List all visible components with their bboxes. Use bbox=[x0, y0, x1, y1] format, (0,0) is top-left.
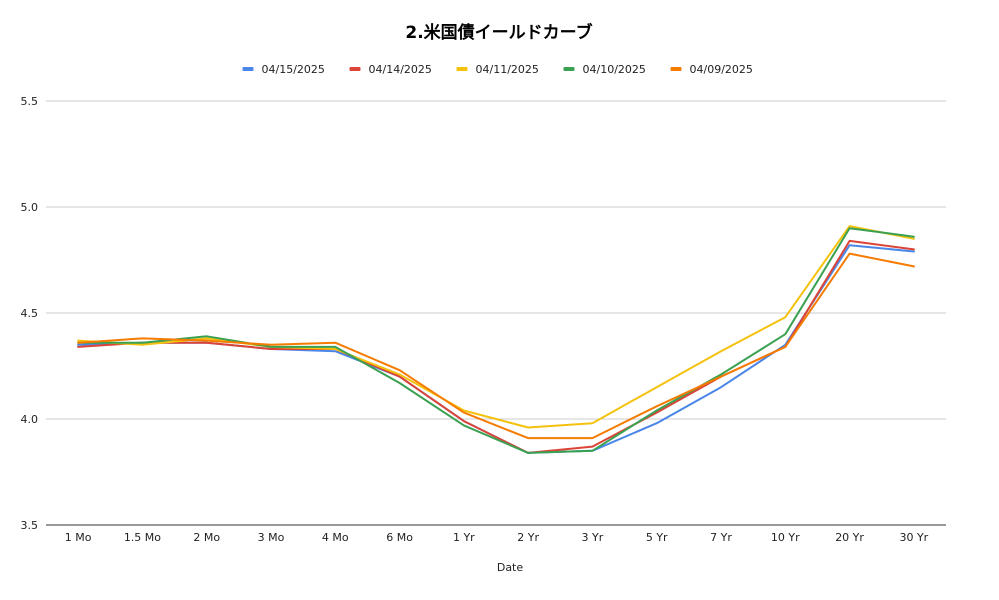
series-lines bbox=[77, 225, 915, 454]
series-line-04/15/2025 bbox=[77, 244, 915, 454]
x-tick-label: 6 Mo bbox=[386, 531, 413, 544]
x-tick-label: 20 Yr bbox=[835, 531, 864, 544]
x-tick-label: 30 Yr bbox=[899, 531, 928, 544]
y-tick-label: 5.5 bbox=[21, 95, 39, 108]
legend-label: 04/14/2025 bbox=[369, 63, 432, 76]
legend-item[interactable]: 04/11/2025 bbox=[456, 63, 539, 76]
series-line-04/09/2025 bbox=[77, 252, 915, 440]
x-axis-ticks: 1 Mo 1.5 Mo 2 Mo 3 Mo 4 Mo 6 Mo 1 Yr 2 Yr 3 Yr 5 … bbox=[65, 531, 929, 544]
chart-title: 2.米国債イールドカーブ bbox=[405, 22, 592, 43]
y-tick-label: 5.0 bbox=[21, 201, 39, 214]
legend-swatch bbox=[242, 67, 254, 71]
x-axis-title: Date bbox=[497, 561, 524, 574]
legend-label: 04/15/2025 bbox=[262, 63, 325, 76]
x-tick-label: 10 Yr bbox=[771, 531, 800, 544]
legend-item[interactable]: 04/14/2025 bbox=[349, 63, 432, 76]
x-tick-label: 7 Yr bbox=[710, 531, 732, 544]
legend-label: 04/09/2025 bbox=[690, 63, 753, 76]
x-tick-label: 1 Mo bbox=[65, 531, 92, 544]
y-tick-label: 4.0 bbox=[21, 413, 39, 426]
y-axis-ticks: 3.5 4.0 4.5 5.0 5.5 bbox=[21, 95, 39, 532]
x-tick-label: 1 Yr bbox=[453, 531, 475, 544]
legend: 04/15/2025 04/14/2025 04/11/2025 04/10/2025… bbox=[242, 63, 753, 76]
x-tick-label: 1.5 Mo bbox=[124, 531, 161, 544]
legend-swatch bbox=[456, 67, 468, 71]
series-line-04/14/2025 bbox=[77, 239, 915, 454]
grid-lines bbox=[46, 100, 946, 526]
x-tick-label: 3 Yr bbox=[582, 531, 604, 544]
legend-item[interactable]: 04/15/2025 bbox=[242, 63, 325, 76]
legend-item[interactable]: 04/09/2025 bbox=[670, 63, 753, 76]
legend-label: 04/10/2025 bbox=[583, 63, 646, 76]
x-tick-label: 3 Mo bbox=[258, 531, 285, 544]
legend-swatch bbox=[349, 67, 361, 71]
series-line-04/10/2025 bbox=[77, 227, 915, 454]
legend-swatch bbox=[563, 67, 575, 71]
x-tick-label: 2 Yr bbox=[517, 531, 539, 544]
legend-label: 04/11/2025 bbox=[476, 63, 539, 76]
legend-item[interactable]: 04/10/2025 bbox=[563, 63, 646, 76]
legend-swatch bbox=[670, 67, 682, 71]
series-line-04/11/2025 bbox=[77, 225, 915, 429]
x-tick-label: 2 Mo bbox=[193, 531, 220, 544]
x-tick-label: 5 Yr bbox=[646, 531, 668, 544]
x-tick-label: 4 Mo bbox=[322, 531, 349, 544]
y-tick-label: 4.5 bbox=[21, 307, 39, 320]
y-tick-label: 3.5 bbox=[21, 519, 39, 532]
